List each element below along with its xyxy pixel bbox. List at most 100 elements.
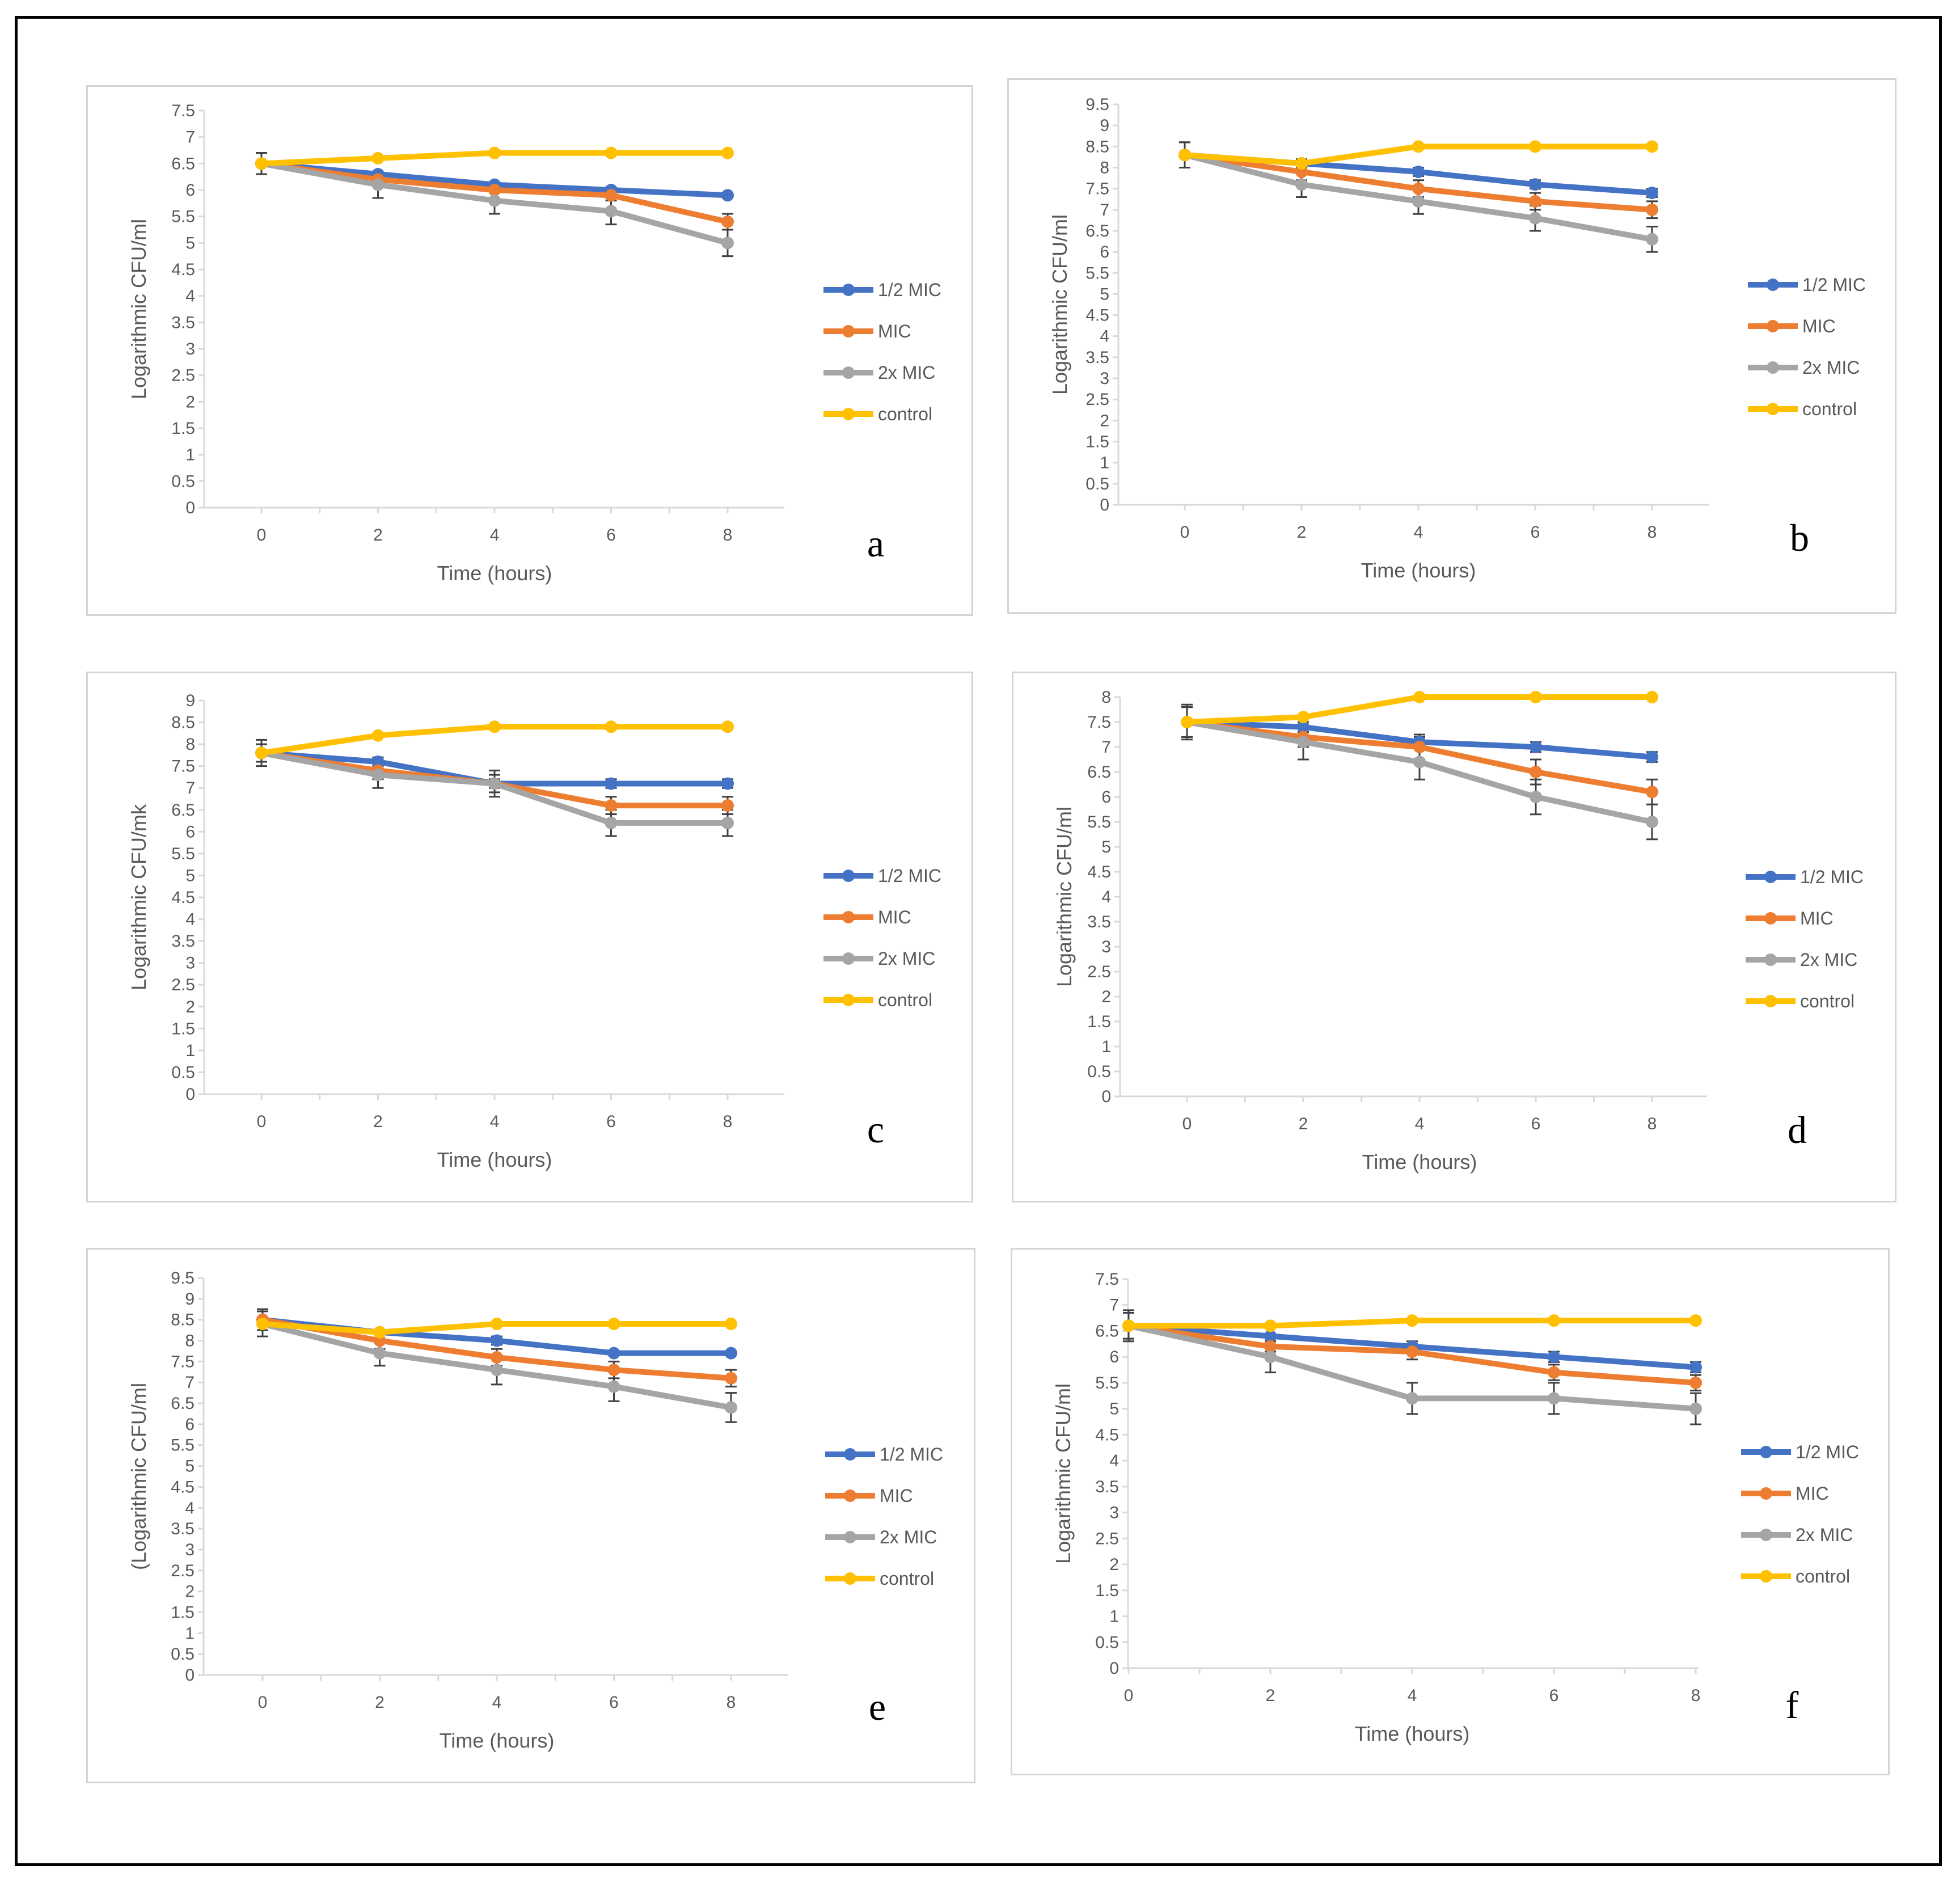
data-point <box>1689 1314 1702 1327</box>
legend-swatch-marker <box>842 366 855 379</box>
legend-label: control <box>1796 1566 1850 1586</box>
y-tick-label: 9 <box>1100 116 1109 135</box>
y-tick-label: 1 <box>1100 454 1109 472</box>
data-point <box>371 755 385 768</box>
x-tick-label: 0 <box>257 1112 267 1131</box>
data-point <box>373 1347 386 1360</box>
y-tick-label: 0 <box>1109 1659 1119 1678</box>
data-point <box>255 157 268 170</box>
panel-letter: a <box>867 522 884 565</box>
legend-swatch-marker <box>844 1572 856 1585</box>
y-tick-label: 0.5 <box>1087 1062 1111 1081</box>
legend-swatch-marker <box>1764 995 1777 1007</box>
y-tick-label: 5.5 <box>1087 813 1111 832</box>
chart-e-svg: 00.511.522.533.544.555.566.577.588.599.5… <box>127 1269 943 1752</box>
legend-label: 2x MIC <box>1796 1525 1853 1545</box>
y-tick-label: 6 <box>185 822 195 841</box>
data-point <box>721 189 734 202</box>
y-tick-label: 5.5 <box>171 845 195 863</box>
y-tick-label: 8 <box>1100 158 1109 177</box>
legend-swatch-marker <box>842 325 855 337</box>
y-tick-label: 7.5 <box>171 757 195 776</box>
chart-panel-e: 0 0.5 1 1.5 2 2.5 3 3.5 4 4.5 5 5.5 6 6.5 7 7.5 8 8.5 9 9.5… <box>86 1248 975 1783</box>
chart-panel-a: 0 0.5 1 1.5 2 2.5 3 3.5 4 4.5 5 5.5 6 6.5 7 7.5 0 2 4 6 8 Tim… <box>86 85 973 616</box>
y-tick-label: 8.5 <box>171 714 195 732</box>
data-point <box>605 146 618 159</box>
y-tick-label: 5 <box>185 234 195 252</box>
legend-swatch-marker <box>1767 278 1779 291</box>
legend-swatch-marker <box>842 952 855 965</box>
y-tick-label: 3 <box>1100 369 1109 388</box>
data-point <box>488 720 501 733</box>
data-point <box>1530 766 1542 778</box>
panel-letter: f <box>1786 1683 1799 1727</box>
data-point <box>373 1326 386 1339</box>
x-tick-label: 2 <box>375 1693 385 1712</box>
legend-label: control <box>878 404 932 424</box>
data-point <box>1548 1392 1560 1405</box>
legend-label: MIC <box>878 321 911 341</box>
data-point <box>255 746 268 759</box>
chart-b-svg: 0 0.5 1 1.5 2 2.5 3 3.5 4 4.5 5 5.5 6 6.5 7 7.5 8 8.5 9 9.5… <box>1048 95 1866 582</box>
y-tick-label: 3.5 <box>1085 348 1109 367</box>
x-axis-title: Time (hours) <box>437 1148 552 1171</box>
x-tick-label: 8 <box>723 1112 733 1131</box>
y-tick-label: 9 <box>185 1290 195 1309</box>
y-tick-label: 4 <box>1109 1451 1119 1470</box>
y-tick-label: 7.5 <box>1087 713 1111 732</box>
y-tick-label: 4.5 <box>171 888 195 907</box>
x-tick-label: 8 <box>1648 523 1657 542</box>
chart-c-svg: 0 0.5 1 1.5 2 2.5 3 3.5 4 4.5 5 5.5 6 6.5 7 7.5 8 8.5 9 0 2 4… <box>127 691 941 1171</box>
y-tick-label: 0.5 <box>171 1645 195 1664</box>
legend-label: MIC <box>1800 908 1834 929</box>
legend-label: 1/2 MIC <box>878 866 941 886</box>
x-tick-label: 8 <box>726 1693 736 1712</box>
data-point <box>1646 233 1658 246</box>
x-tick-label: 4 <box>1415 1115 1425 1133</box>
data-point <box>1529 195 1541 208</box>
y-tick-label: 2.5 <box>171 1562 195 1580</box>
legend-swatch-marker <box>1764 953 1777 966</box>
y-tick-label: 0 <box>185 1666 195 1685</box>
data-point <box>1530 791 1542 803</box>
x-axis-title: Time (hours) <box>440 1729 555 1752</box>
y-tick-label: 6 <box>1109 1348 1119 1366</box>
data-point <box>605 799 618 812</box>
data-point <box>725 1401 737 1414</box>
y-tick-label: 2.5 <box>1087 963 1111 981</box>
y-tick-label: 8.5 <box>171 1311 195 1330</box>
data-point <box>1297 720 1310 733</box>
y-tick-label: 3 <box>185 1541 195 1559</box>
legend-swatch-marker <box>1760 1570 1772 1583</box>
y-tick-label: 2.5 <box>171 366 195 385</box>
data-point <box>1178 149 1191 162</box>
y-tick-label: 7.5 <box>171 102 195 120</box>
y-tick-label: 0.5 <box>171 1063 195 1082</box>
data-point <box>1264 1330 1277 1343</box>
data-point <box>1530 741 1542 753</box>
y-tick-label: 7.5 <box>1095 1270 1119 1289</box>
x-tick-label: 8 <box>723 526 733 545</box>
data-point <box>1689 1361 1702 1374</box>
y-tick-label: 3.5 <box>1095 1478 1119 1496</box>
data-point <box>1412 195 1425 208</box>
legend-label: control <box>1800 991 1855 1011</box>
data-point <box>488 146 501 159</box>
x-tick-label: 0 <box>1124 1686 1134 1705</box>
data-point <box>1529 178 1541 191</box>
chart-panel-d: 0 0.5 1 1.5 2 2.5 3 3.5 4 4.5 5 5.5 6 6.5 7 7.5 8 0 2 4 6 8 Ti… <box>1012 672 1896 1202</box>
legend-label: 2x MIC <box>880 1527 937 1547</box>
legend-label: 2x MIC <box>1800 950 1857 970</box>
y-tick-label: 5.5 <box>171 208 195 226</box>
x-tick-label: 2 <box>1266 1686 1275 1705</box>
y-tick-label: 0.5 <box>171 472 195 491</box>
x-tick-label: 6 <box>1531 1115 1541 1133</box>
y-tick-label: 2 <box>1101 988 1111 1006</box>
y-tick-label: 6 <box>1100 243 1109 261</box>
legend-label: 1/2 MIC <box>880 1444 943 1465</box>
legend-swatch-marker <box>1760 1446 1772 1458</box>
data-point <box>607 1347 620 1360</box>
x-axis-title: Time (hours) <box>1355 1722 1470 1745</box>
y-tick-label: 8 <box>1101 688 1111 707</box>
data-point <box>721 720 734 733</box>
